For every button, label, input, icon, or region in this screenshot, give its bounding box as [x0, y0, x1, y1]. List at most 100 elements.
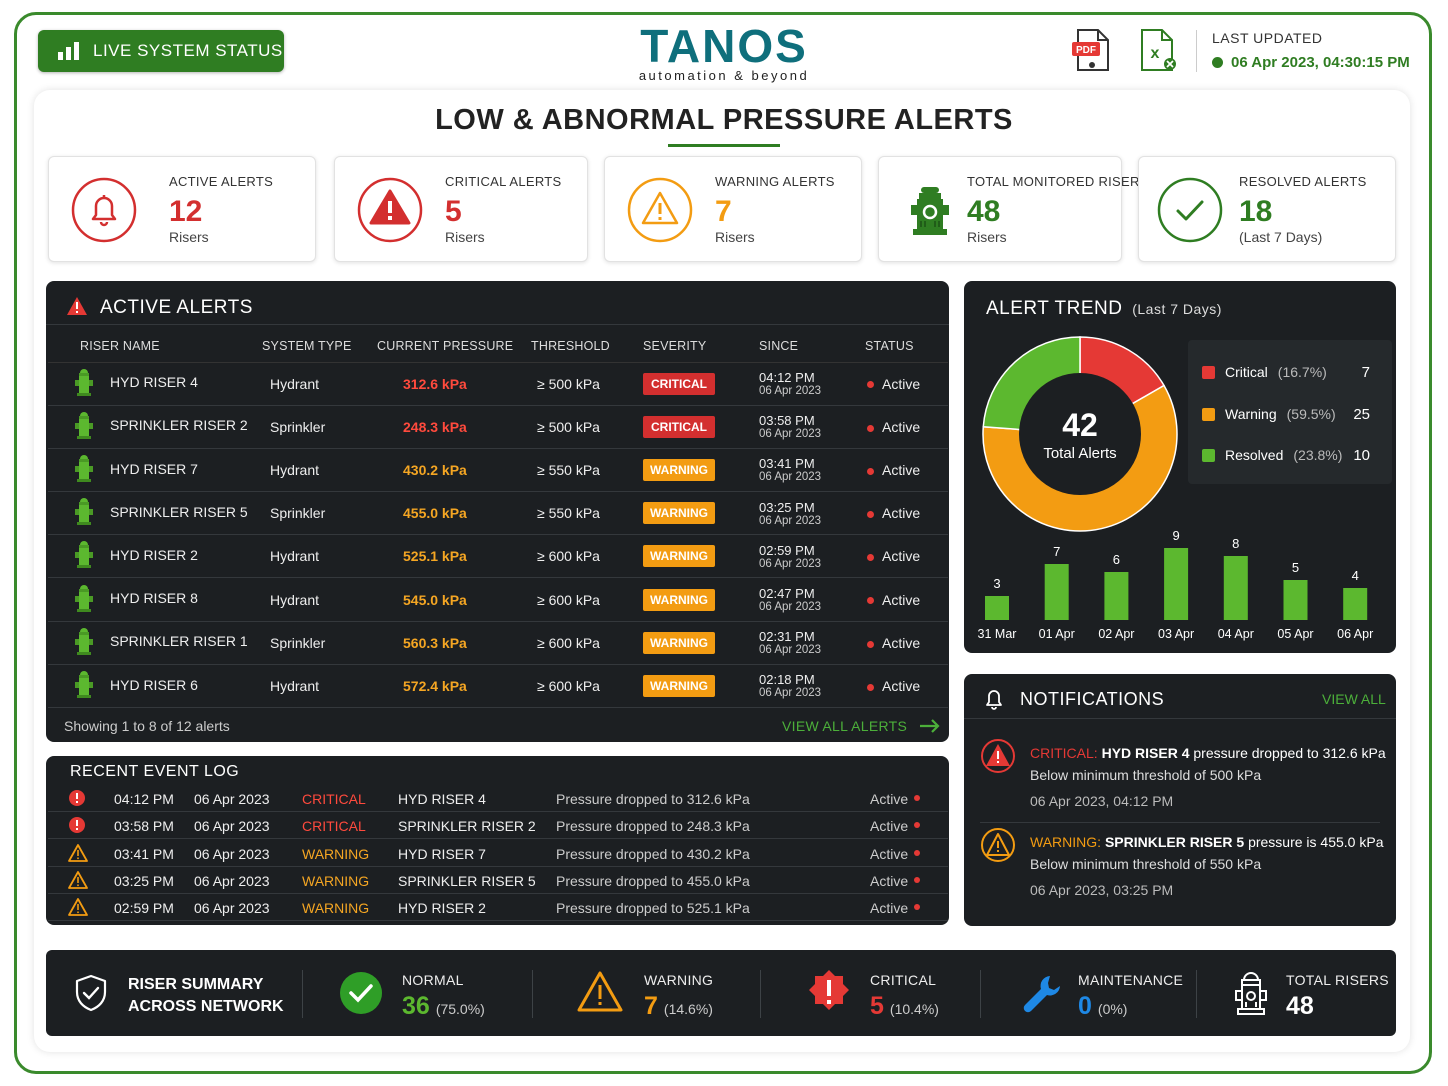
since-time: 03:58 PM — [759, 413, 815, 429]
legend-name: Critical — [1225, 364, 1268, 380]
column-header[interactable]: STATUS — [865, 330, 948, 363]
column-header[interactable]: SYSTEM TYPE — [262, 330, 377, 363]
table-row[interactable]: HYD RISER 2 Hydrant 525.1 kPa ≥ 600 kPa WARN… — [48, 534, 948, 579]
pdf-export-icon[interactable]: PDF — [1072, 28, 1112, 72]
current-pressure: 525.1 kPa — [377, 534, 531, 579]
riser-summary-bar: RISER SUMMARY ACROSS NETWORK NORMAL 36 (7… — [46, 950, 1396, 1036]
table-row[interactable]: HYD RISER 8 Hydrant 545.0 kPa ≥ 600 kPa WARN… — [48, 577, 948, 622]
bar-value-label: 4 — [1352, 568, 1359, 583]
since-time: 02:18 PM — [759, 672, 815, 688]
kpi-card-critical-alerts[interactable]: CRITICAL ALERTS 5 Risers — [334, 156, 588, 262]
notification-text: pressure dropped to 312.6 kPa — [1189, 745, 1386, 761]
summary-divider — [1196, 970, 1197, 1018]
bar-category-label: 05 Apr — [1277, 627, 1313, 641]
excel-export-icon[interactable]: x — [1138, 28, 1178, 72]
threshold: ≥ 550 kPa — [531, 448, 643, 493]
kpi-card-warning-alerts[interactable]: WARNING ALERTS 7 Risers — [604, 156, 862, 262]
riser-name: HYD RISER 2 — [110, 547, 198, 564]
event-date: 06 Apr 2023 — [194, 900, 270, 917]
page-title: LOW & ABNORMAL PRESSURE ALERTS — [435, 104, 1013, 136]
since-date: 06 Apr 2023 — [759, 428, 822, 441]
column-header[interactable]: THRESHOLD — [531, 330, 643, 363]
legend-pct: (16.7%) — [1277, 364, 1327, 380]
bar-value-label: 9 — [1172, 528, 1179, 543]
summary-label: TOTAL RISERS — [1286, 972, 1389, 988]
kpi-card-total-risers[interactable]: TOTAL MONITORED RISERS 48 Risers — [878, 156, 1148, 262]
bar-value-label: 6 — [1113, 552, 1120, 567]
status-dot-icon — [914, 876, 920, 883]
summary-divider — [760, 970, 761, 1018]
column-header[interactable]: RISER NAME — [48, 330, 262, 363]
bar-category-label: 02 Apr — [1098, 627, 1134, 641]
legend-item-warning: Warning (59.5%) 25 — [1202, 406, 1378, 423]
summary-title-line1: RISER SUMMARY — [128, 976, 264, 993]
status-dot-icon — [914, 795, 920, 801]
table-row[interactable]: HYD RISER 4 Hydrant 312.6 kPa ≥ 500 kPa CRIT… — [48, 362, 948, 406]
warning-triangle-icon — [627, 177, 693, 243]
summary-divider — [980, 970, 981, 1018]
threshold: ≥ 500 kPa — [531, 362, 643, 406]
since-date: 06 Apr 2023 — [759, 557, 822, 570]
notification-item[interactable]: CRITICAL: HYD RISER 4 pressure dropped t… — [980, 739, 1390, 812]
table-row[interactable]: HYD RISER 6 Hydrant 572.4 kPa ≥ 600 kPa WARN… — [48, 664, 948, 709]
warning-alert-icon — [68, 898, 88, 917]
current-pressure: 545.0 kPa — [377, 577, 531, 622]
column-header[interactable]: CURRENT PRESSURE — [377, 330, 531, 363]
legend-item-critical: Critical (16.7%) 7 — [1202, 364, 1378, 381]
event-log-row[interactable]: 03:58 PM 06 Apr 2023 CRITICAL SPRINKLER RIS… — [48, 812, 948, 840]
notification-riser: SPRINKLER RISER 5 — [1104, 834, 1245, 850]
status-dot-icon — [1212, 57, 1223, 68]
event-date: 06 Apr 2023 — [194, 791, 270, 807]
summary-value: 0 — [1078, 992, 1092, 1020]
table-row[interactable]: HYD RISER 7 Hydrant 430.2 kPa ≥ 550 kPa WARN… — [48, 448, 948, 493]
kpi-value: 12 — [169, 195, 203, 228]
table-row[interactable]: SPRINKLER RISER 2 Sprinkler 248.3 kPa ≥ 500… — [48, 405, 948, 449]
kpi-card-active-alerts[interactable]: ACTIVE ALERTS 12 Risers — [48, 156, 316, 262]
kpi-label: TOTAL MONITORED RISERS — [967, 174, 1149, 189]
event-message: Pressure dropped to 430.2 kPa — [556, 845, 750, 862]
status-dot-icon — [867, 597, 874, 605]
kpi-value: 48 — [967, 195, 1001, 228]
status-text: Active — [882, 591, 921, 608]
notification-severity: CRITICAL: — [1030, 745, 1098, 761]
kpi-card-resolved-alerts[interactable]: RESOLVED ALERTS 18 (Last 7 Days) — [1138, 156, 1396, 262]
since-date: 06 Apr 2023 — [759, 644, 822, 657]
event-riser: HYD RISER 2 — [398, 900, 486, 917]
bar-value-label: 5 — [1292, 560, 1299, 575]
current-pressure: 572.4 kPa — [377, 664, 531, 709]
kpi-value: 5 — [445, 195, 462, 228]
event-severity: WARNING — [302, 900, 370, 917]
status-text: Active — [882, 634, 921, 651]
riser-name: HYD RISER 6 — [110, 676, 198, 693]
event-log-row[interactable]: 02:59 PM 06 Apr 2023 WARNING HYD RISER 2 Pre… — [48, 894, 948, 922]
severity-badge: CRITICAL — [643, 372, 715, 395]
column-header[interactable]: SEVERITY — [643, 330, 751, 363]
since-time: 02:47 PM — [759, 586, 815, 602]
legend-name: Warning — [1225, 406, 1277, 422]
live-system-status-button[interactable]: LIVE SYSTEM STATUS — [38, 30, 284, 72]
event-log-row[interactable]: 03:25 PM 06 Apr 2023 WARNING SPRINKLER RISE… — [48, 867, 948, 894]
event-time: 02:59 PM — [114, 900, 174, 917]
event-log-row[interactable]: 03:41 PM 06 Apr 2023 WARNING HYD RISER 7 Pre… — [48, 840, 948, 867]
pdf-label: PDF — [1076, 45, 1096, 56]
table-row[interactable]: SPRINKLER RISER 1 Sprinkler 560.3 kPa ≥ 600… — [48, 621, 948, 665]
notification-severity: WARNING: — [1030, 834, 1102, 850]
kpi-sub: Risers — [967, 229, 1007, 245]
view-all-alerts-link[interactable]: VIEW ALL ALERTS — [782, 718, 941, 734]
table-row[interactable]: SPRINKLER RISER 5 Sprinkler 455.0 kPa ≥ 550… — [48, 491, 948, 536]
alert-triangle-icon — [67, 297, 87, 315]
summary-value: 48 — [1286, 992, 1314, 1020]
system-type: Sprinkler — [262, 405, 377, 449]
riser-name: SPRINKLER RISER 2 — [110, 417, 248, 434]
bell-icon — [71, 177, 137, 243]
notification-item[interactable]: WARNING: SPRINKLER RISER 5 pressure is 4… — [980, 828, 1390, 901]
event-log-row[interactable]: 04:12 PM 06 Apr 2023 CRITICAL HYD RISER 4 Pr… — [48, 785, 948, 812]
threshold: ≥ 600 kPa — [531, 577, 643, 622]
bar-value-label: 8 — [1232, 536, 1239, 551]
notifications-view-all-link[interactable]: VIEW ALL — [1322, 691, 1386, 707]
system-type: Hydrant — [262, 534, 377, 579]
hydrant-icon — [75, 670, 93, 698]
status-dot-icon — [867, 510, 874, 518]
column-header[interactable]: SINCE — [751, 330, 865, 363]
logo-name: TANOS — [640, 20, 808, 72]
